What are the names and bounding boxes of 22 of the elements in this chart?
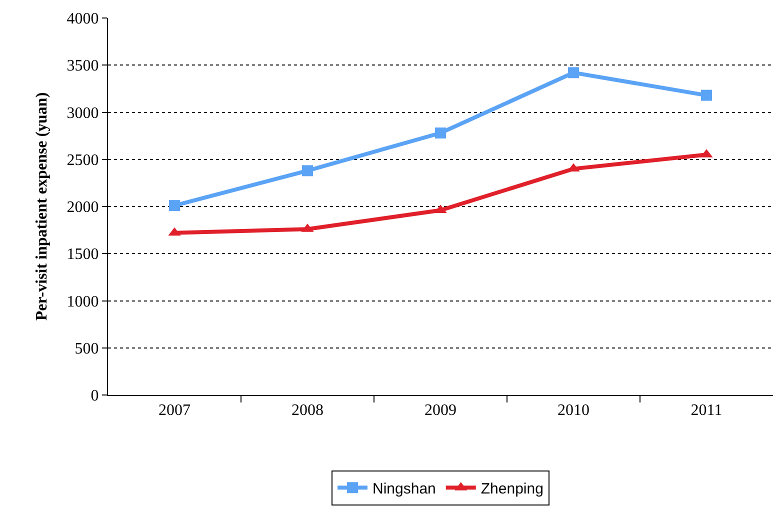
y-tick-label: 2500: [66, 152, 99, 169]
x-tick-label: 2010: [558, 402, 590, 420]
legend-label: Ningshan: [372, 480, 436, 498]
point: [701, 90, 712, 101]
y-tick-label: 1000: [66, 293, 99, 310]
y-tick-label: 3500: [66, 58, 99, 75]
y-tick-label: 0: [90, 388, 99, 405]
y-tick-label: 2000: [66, 199, 99, 216]
legend-label: Zhenping: [480, 480, 544, 498]
y-tick-label: 4000: [66, 10, 99, 28]
x-tick-label: 2008: [292, 402, 324, 420]
y-tick-label: 500: [74, 340, 99, 358]
y-tick-label: 1500: [66, 246, 99, 264]
x-tick-label: 2009: [424, 402, 456, 420]
x-tick-label: 2007: [158, 402, 190, 420]
point: [435, 127, 446, 138]
point: [169, 200, 180, 212]
y-tick-label: 3000: [66, 104, 99, 122]
point: [568, 67, 579, 78]
x-tick-label: 2011: [690, 402, 722, 420]
y-axis-title: Per-visit inpatient expense (yuan): [34, 92, 51, 321]
point: [302, 165, 313, 176]
